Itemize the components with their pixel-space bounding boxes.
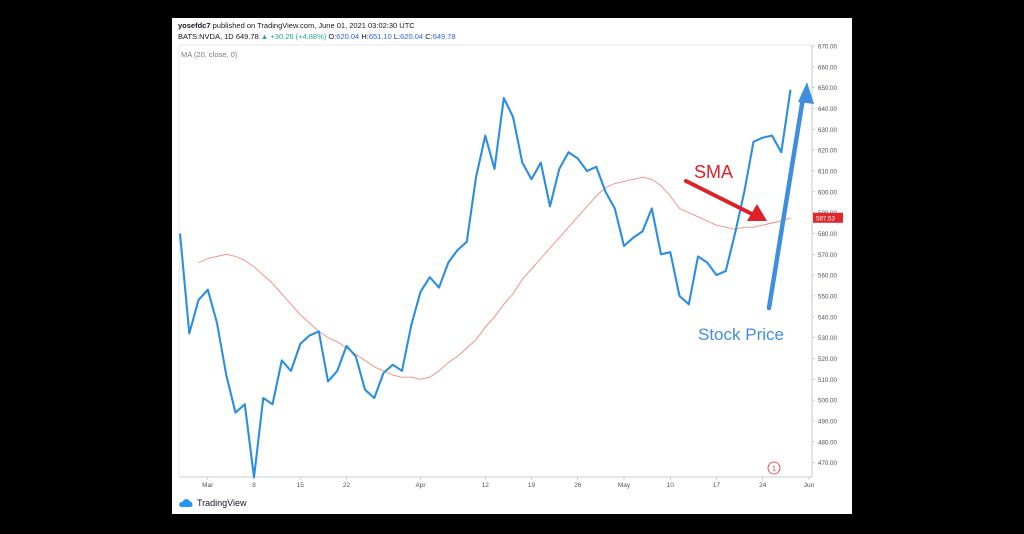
open-label: O: xyxy=(328,32,337,41)
y-tick-label: 660.00 xyxy=(818,64,837,71)
low-value: 620.04 xyxy=(400,32,424,41)
y-tick-label: 630.00 xyxy=(818,127,837,134)
high-value: 651.10 xyxy=(368,32,392,41)
ma-last-value-badge xyxy=(813,212,843,223)
x-tick-label: 8 xyxy=(252,482,256,489)
y-tick-label: 490.00 xyxy=(818,418,837,425)
up-triangle-icon: ▲ xyxy=(260,32,269,41)
ma-last-value-text: 587.53 xyxy=(816,215,835,222)
x-tick-label: 22 xyxy=(343,482,351,489)
low-label: L: xyxy=(393,32,401,41)
y-tick-label: 570.00 xyxy=(818,252,837,259)
sma-arrow-shaft xyxy=(684,179,754,216)
y-tick-label: 470.00 xyxy=(818,460,837,467)
last-price: 649.78 xyxy=(235,32,259,41)
author-name[interactable]: yosefdc7 xyxy=(178,21,211,30)
indicator-label[interactable]: MA (20, close, 0) xyxy=(181,50,238,59)
y-tick-label: 510.00 xyxy=(818,377,837,384)
x-tick-label: May xyxy=(618,482,631,489)
y-tick-label: 580.00 xyxy=(818,231,837,238)
cloud-icon xyxy=(179,499,193,507)
open-value: 620.04 xyxy=(336,32,360,41)
sma-arrow-head xyxy=(747,204,767,221)
x-tick-label: 15 xyxy=(297,482,305,489)
event-badge-icon[interactable] xyxy=(767,461,781,475)
y-tick-label: 480.00 xyxy=(818,439,837,446)
event-badge-text: 1 xyxy=(772,466,776,473)
close-value: 649.78 xyxy=(432,32,456,41)
x-tick-label: Apr xyxy=(415,482,426,489)
y-tick-label: 500.00 xyxy=(818,398,837,405)
y-tick-label: 670.00 xyxy=(818,44,837,51)
symbol-label[interactable]: BATS:NVDA, 1D xyxy=(178,32,234,41)
y-tick-label: 650.00 xyxy=(818,85,837,92)
y-tick-label: 560.00 xyxy=(818,273,837,280)
symbol-legend: BATS:NVDA, 1D 649.78 ▲ +30.26 (+4.88%) O… xyxy=(178,32,456,41)
y-tick-label: 520.00 xyxy=(818,356,837,363)
sma-annotation-label: SMA xyxy=(694,162,733,182)
publish-text: published on TradingView.com, June 01, 2… xyxy=(212,21,415,30)
x-tick-label: 17 xyxy=(713,482,721,489)
brand-name: TradingView xyxy=(197,498,247,508)
plot-border xyxy=(178,44,813,478)
x-tick-label: 24 xyxy=(759,482,767,489)
publish-info: yosefdc7 published on TradingView.com, J… xyxy=(178,21,415,30)
y-tick-label: 530.00 xyxy=(818,335,837,342)
high-label: H: xyxy=(361,32,369,41)
x-tick-label: 12 xyxy=(482,482,490,489)
tradingview-logo[interactable]: TradingView xyxy=(178,498,247,508)
price-line xyxy=(178,89,792,479)
x-tick-label: 26 xyxy=(574,482,582,489)
y-tick-label: 640.00 xyxy=(818,106,837,113)
chart-frame: 670.00 660.00 650.00 640.00 630.00 620.00 610.… xyxy=(172,18,852,514)
y-tick-label: 610.00 xyxy=(818,168,837,175)
price-arrow-head xyxy=(798,82,814,104)
x-tick-label: Mar xyxy=(202,482,214,489)
y-tick-label: 600.00 xyxy=(818,189,837,196)
y-tick-label: 550.00 xyxy=(818,293,837,300)
x-tick-label: Jun xyxy=(804,482,815,489)
price-chart: 670.00 660.00 650.00 640.00 630.00 620.00 610.… xyxy=(178,44,843,489)
y-tick-label: 540.00 xyxy=(818,314,837,321)
y-tick-label: 620.00 xyxy=(818,148,837,155)
x-tick-label: 10 xyxy=(667,482,675,489)
ma-line xyxy=(198,176,791,380)
close-label: C: xyxy=(425,32,433,41)
price-annotation-label: Stock Price xyxy=(698,325,784,344)
x-tick-label: 19 xyxy=(528,482,536,489)
price-arrow-shaft xyxy=(766,95,806,311)
price-change: +30.26 (+4.88%) xyxy=(270,32,327,41)
